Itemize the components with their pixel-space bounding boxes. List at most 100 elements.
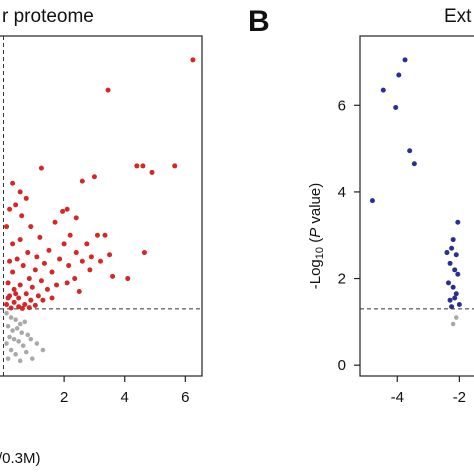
panel-b-point-significant [453, 291, 459, 297]
panel-a-point-significant [41, 260, 47, 266]
panel-b-point-significant [402, 57, 408, 63]
panel-a-point-significant [11, 299, 17, 305]
panel-b-point-significant [407, 148, 413, 154]
panel-a-point-significant [107, 252, 113, 258]
panel-a-point-significant [61, 241, 67, 247]
panel-a-point-significant [19, 213, 25, 219]
panel-a-point-significant [94, 232, 100, 238]
panel-b-point-significant [452, 295, 458, 301]
panel-a-point-nonsignificant [16, 339, 21, 344]
panel-a-point-significant [26, 305, 32, 311]
panel-a-x-tick-label: 6 [181, 389, 189, 406]
panel-a-point-significant [66, 263, 72, 269]
panel-a-plot-frame [0, 35, 203, 377]
panel-a-point-significant [7, 206, 13, 212]
panel-a-point-nonsignificant [13, 317, 18, 322]
panel-a-point-significant [22, 302, 28, 308]
panel-a-point-significant [44, 286, 50, 292]
panel-a-x-axis-label: /0.3M) [0, 450, 41, 467]
panel-a-point-nonsignificant [19, 330, 24, 335]
panel-a-point-nonsignificant [17, 321, 23, 327]
panel-a-point-significant [32, 302, 38, 308]
panel-a-point-nonsignificant [13, 352, 18, 357]
panel-a-point-significant [79, 258, 85, 264]
panel-b-point-significant [444, 250, 450, 256]
panel-a-point-significant [23, 195, 29, 201]
panel-a-point-nonsignificant [17, 358, 23, 364]
panel-a-point-significant [64, 280, 70, 286]
panel-a-point-significant [28, 297, 34, 303]
panel-a-point-significant [10, 269, 16, 275]
panel-a-point-significant [28, 224, 34, 230]
panel-b-point-nonsignificant [453, 315, 459, 320]
panel-b-point-significant [369, 198, 375, 204]
panel-a-point-significant [13, 202, 19, 208]
panel-a-point-significant [19, 305, 25, 311]
panel-a-point-nonsignificant [5, 356, 11, 361]
panel-b-y-tick-label: 0 [338, 357, 346, 374]
panel-a-point-significant [72, 276, 78, 282]
panel-a-point-significant [110, 273, 116, 279]
panel-a-point-nonsignificant [22, 319, 28, 325]
panel-a-point-significant [38, 278, 44, 284]
panel-a-point-significant [5, 295, 11, 301]
panel-b-point-significant [446, 280, 451, 286]
panel-a-point-nonsignificant [25, 332, 31, 338]
panel-a-point-significant [40, 297, 46, 303]
panel-a-point-significant [7, 258, 13, 264]
panel-b-point-significant [396, 72, 402, 78]
panel-a-point-significant [134, 163, 140, 169]
panel-a-point-nonsignificant [4, 341, 9, 346]
panel-b-x-tick-label: -2 [453, 389, 466, 406]
panel-a-point-significant [17, 189, 23, 195]
panel-a-point-significant [13, 291, 19, 297]
panel-a-point-significant [52, 219, 58, 225]
panel-a-point-significant [64, 206, 70, 212]
panel-b-x-ticks: -4 -2 [391, 376, 466, 406]
panel-a-x-tick-label: 4 [121, 389, 129, 406]
panel-a: r proteome 2 4 6 /0.3M) [0, 6, 203, 467]
panel-a-title: r proteome [2, 6, 94, 27]
panel-a-point-significant [14, 256, 20, 262]
panel-a-point-nonsignificant [4, 310, 9, 316]
panel-a-point-significant [25, 250, 31, 256]
panel-a-point-significant [105, 87, 111, 93]
panel-a-point-significant [26, 276, 32, 282]
panel-b-point-significant [447, 297, 453, 303]
panel-b-point-significant [380, 87, 386, 93]
panel-a-point-nonsignificant [28, 336, 34, 342]
panel-a-point-significant [23, 291, 29, 297]
panel-a-point-significant [11, 286, 17, 292]
panel-a-point-significant [37, 234, 43, 240]
panel-a-point-significant [54, 282, 60, 288]
panel-b-point-nonsignificant [450, 321, 456, 327]
panel-a-point-significant [73, 250, 79, 256]
panel-a-point-nonsignificant [34, 341, 40, 346]
panel-a-point-significant [91, 174, 97, 180]
panel-a-point-significant [60, 208, 66, 214]
panel-b-y-tick-label: 4 [338, 184, 346, 201]
panel-a-point-significant [46, 247, 52, 253]
panel-b-point-significant [393, 104, 399, 110]
panel-a-point-significant [97, 258, 103, 264]
panel-a-point-nonsignificant [10, 328, 15, 333]
panel-a-point-significant [49, 269, 55, 275]
panel-a-point-nonsignificant [40, 347, 46, 353]
panel-b-y-ticks: 0 2 4 6 [338, 97, 360, 374]
panel-b-y-tick-label: 6 [338, 97, 346, 114]
panel-b-title: Ext [444, 6, 472, 27]
panel-a-point-nonsignificant [5, 323, 11, 329]
panel-a-point-significant [10, 241, 16, 247]
panel-a-point-significant [67, 232, 73, 238]
panel-a-point-significant [141, 250, 147, 256]
panel-a-point-significant [140, 163, 146, 169]
panel-a-point-significant [172, 163, 178, 169]
panel-a-point-significant [17, 282, 23, 288]
panel-a-point-significant [49, 295, 55, 301]
panel-b-point-significant [450, 284, 456, 290]
panel-b-plot-frame [359, 35, 474, 377]
panel-a-point-nonsignificant [20, 343, 26, 348]
panel-a-point-significant [88, 254, 94, 260]
